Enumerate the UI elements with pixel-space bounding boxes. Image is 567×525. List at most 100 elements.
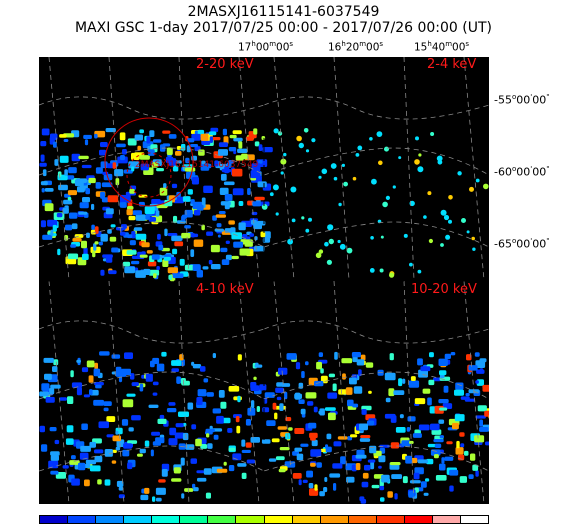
colorbar-step: [376, 516, 405, 523]
emission-blob: [174, 432, 185, 439]
emission-blob: [352, 356, 358, 363]
emission-blob: [181, 232, 191, 239]
emission-blob: [258, 160, 263, 164]
emission-blob: [78, 155, 89, 160]
emission-blob: [448, 195, 453, 200]
emission-blob: [279, 403, 284, 411]
emission-blob: [159, 414, 165, 419]
emission-blob: [53, 359, 59, 366]
emission-blob: [93, 243, 97, 251]
coordinate-grid-line: [48, 57, 70, 281]
emission-blob: [122, 399, 134, 408]
emission-blob: [301, 371, 305, 379]
emission-blob: [126, 234, 133, 239]
emission-blob: [444, 353, 451, 359]
emission-blob: [443, 385, 449, 393]
emission-blob: [103, 407, 109, 412]
emission-blob: [69, 212, 78, 219]
emission-blob: [484, 410, 489, 417]
emission-blob: [172, 248, 178, 255]
emission-blob: [137, 453, 143, 457]
emission-blob: [433, 439, 444, 443]
emission-blob: [355, 454, 367, 459]
emission-blob: [298, 142, 304, 149]
emission-blob: [193, 487, 199, 492]
emission-blob: [208, 259, 213, 265]
emission-blob: [162, 259, 169, 267]
emission-blob: [52, 366, 58, 372]
emission-blob: [468, 474, 474, 479]
emission-blob: [122, 261, 131, 267]
band-label-2-20: 2-20 keV: [196, 57, 254, 72]
emission-blob: [120, 202, 127, 208]
emission-blob: [338, 389, 347, 395]
emission-blob: [40, 154, 45, 162]
emission-blob: [152, 381, 159, 386]
image-panels: 2-20 keV 2-4 keV 4-10 keV 10-20 keV 2MAS…: [39, 57, 489, 504]
emission-blob: [439, 435, 444, 439]
emission-blob: [414, 467, 424, 475]
coordinate-grid-line: [108, 57, 125, 281]
emission-blob: [308, 483, 314, 489]
emission-blob: [77, 186, 85, 193]
emission-blob: [107, 229, 112, 234]
emission-blob: [173, 467, 181, 474]
dec-label-2: -60o00'00": [494, 165, 550, 179]
coordinate-grid-line: [39, 320, 265, 344]
emission-blob: [223, 461, 227, 466]
emission-blob: [250, 177, 257, 181]
emission-blob: [59, 397, 67, 401]
emission-blob: [309, 432, 318, 439]
emission-blob: [101, 182, 113, 188]
band-label-10-20: 10-20 keV: [411, 282, 477, 297]
emission-blob: [111, 460, 117, 464]
emission-blob: [115, 446, 121, 451]
emission-blob: [231, 232, 242, 240]
emission-blob: [295, 362, 301, 370]
emission-blob: [294, 447, 303, 452]
emission-blob: [413, 472, 420, 480]
emission-blob: [370, 236, 374, 240]
emission-blob: [115, 366, 122, 371]
emission-blob: [420, 366, 431, 372]
emission-blob: [456, 440, 460, 449]
emission-blob: [157, 233, 161, 240]
emission-blob: [175, 423, 184, 428]
emission-blob: [56, 213, 63, 218]
emission-blob: [315, 252, 322, 259]
colorbar-step: [152, 516, 181, 523]
emission-blob: [333, 483, 337, 491]
emission-blob: [151, 162, 158, 168]
emission-blob: [305, 228, 310, 233]
emission-blob: [380, 497, 385, 502]
emission-blob: [54, 439, 60, 445]
emission-blob: [68, 167, 77, 174]
emission-blob: [430, 132, 435, 136]
emission-blob: [128, 215, 136, 221]
emission-blob: [213, 434, 219, 440]
emission-blob: [298, 479, 302, 486]
emission-blob: [210, 127, 219, 133]
source-title: 2MASXJ16115141-6037549: [187, 4, 380, 20]
emission-blob: [179, 354, 184, 361]
emission-blob: [241, 439, 246, 447]
emission-blob: [185, 157, 190, 164]
emission-blob: [155, 497, 162, 502]
emission-blob: [262, 237, 271, 243]
emission-blob: [292, 473, 302, 479]
emission-blob: [474, 352, 480, 357]
colorbar-step: [404, 516, 433, 523]
emission-blob: [269, 192, 274, 197]
emission-blob: [360, 499, 367, 504]
emission-blob: [68, 253, 79, 260]
emission-blob: [459, 432, 465, 437]
emission-blob: [277, 131, 283, 136]
emission-blob: [43, 357, 54, 363]
emission-blob: [200, 366, 206, 372]
emission-blob: [82, 253, 89, 260]
emission-blob: [203, 468, 212, 475]
emission-blob: [69, 460, 80, 465]
emission-blob: [294, 428, 305, 434]
emission-blob: [168, 134, 177, 139]
emission-blob: [84, 463, 91, 468]
